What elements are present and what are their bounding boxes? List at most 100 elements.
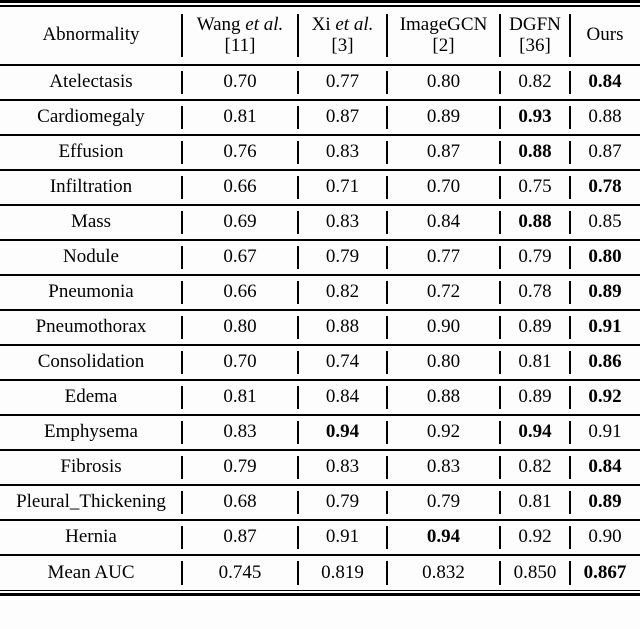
value-cell: 0.71 [297,170,387,205]
abnormality-cell: Nodule [63,246,119,268]
abnormality-cell: Fibrosis [60,456,122,478]
table-row: Pneumonia 0.66 0.82 0.72 0.78 0.89 [0,274,640,310]
value-cell: 0.80 [569,240,640,275]
table-row: Consolidation 0.70 0.74 0.80 0.81 0.86 [0,344,640,380]
value-cell: 0.80 [181,310,298,345]
value-cell: 0.87 [386,135,500,170]
table-bottom-rule-thin [0,589,640,591]
value-cell: 0.88 [499,135,570,170]
abnormality-cell: Hernia [65,526,117,548]
table-row: Mean AUC 0.745 0.819 0.832 0.850 0.867 [0,554,640,590]
value-cell: 0.89 [499,310,570,345]
value-cell: 0.92 [499,520,570,555]
value-cell: 0.84 [297,380,387,415]
table-row: Cardiomegaly 0.81 0.87 0.89 0.93 0.88 [0,99,640,135]
value-cell: 0.89 [499,380,570,415]
value-cell: 0.84 [569,450,640,485]
header-abnormality: Abnormality [0,7,182,65]
abnormality-cell: Infiltration [49,176,133,198]
value-cell: 0.92 [386,415,500,450]
value-cell: 0.92 [569,380,640,415]
value-cell: 0.94 [386,520,500,555]
auc-comparison-table: Abnormality Wang et al. [11] Xi et al. [… [0,7,640,590]
header-imagegcn-citation: [2] [432,35,455,56]
header-wang-citation: [11] [224,35,256,56]
et-al-italic: et al. [245,13,284,35]
table-row: Edema 0.81 0.84 0.88 0.89 0.92 [0,379,640,415]
value-cell: 0.87 [297,100,387,135]
table-top-rule-thin [0,5,640,7]
value-cell: 0.81 [181,380,298,415]
table-header: Abnormality Wang et al. [11] Xi et al. [… [0,7,640,65]
value-cell: 0.91 [569,310,640,345]
value-cell: 0.91 [297,520,387,555]
value-cell: 0.79 [386,485,500,520]
value-cell: 0.67 [181,240,298,275]
value-cell: 0.832 [386,555,500,590]
header-dgfn-name: DGFN [509,14,561,35]
value-cell: 0.84 [569,65,640,100]
value-cell: 0.94 [499,415,570,450]
value-cell: 0.83 [386,450,500,485]
method-name: ImageGCN [399,13,488,35]
header-ours: Ours [569,7,640,65]
value-cell: 0.78 [569,170,640,205]
method-name: Xi [311,13,331,35]
value-cell: 0.68 [181,485,298,520]
value-cell: 0.89 [386,100,500,135]
abnormality-cell: Cardiomegaly [37,106,145,128]
table-row: Fibrosis 0.79 0.83 0.83 0.82 0.84 [0,449,640,485]
abnormality-cell: Atelectasis [49,71,133,93]
value-cell: 0.84 [386,205,500,240]
value-cell: 0.867 [569,555,640,590]
value-cell: 0.69 [181,205,298,240]
table-row: Mass 0.69 0.83 0.84 0.88 0.85 [0,204,640,240]
value-cell: 0.74 [297,345,387,380]
table-row: Infiltration 0.66 0.71 0.70 0.75 0.78 [0,169,640,205]
value-cell: 0.82 [499,65,570,100]
table-row: Effusion 0.76 0.83 0.87 0.88 0.87 [0,134,640,170]
value-cell: 0.85 [569,205,640,240]
header-wang-et-al: Wang et al. [11] [181,7,298,65]
value-cell: 0.82 [297,275,387,310]
method-name: Wang [196,13,241,35]
value-cell: 0.87 [569,135,640,170]
value-cell: 0.81 [499,345,570,380]
value-cell: 0.88 [297,310,387,345]
value-cell: 0.850 [499,555,570,590]
value-cell: 0.77 [386,240,500,275]
table-row: Atelectasis 0.70 0.77 0.80 0.82 0.84 [0,64,640,100]
value-cell: 0.88 [569,100,640,135]
value-cell: 0.83 [297,450,387,485]
value-cell: 0.79 [297,240,387,275]
header-ours-name: Ours [587,24,624,45]
header-row: Abnormality Wang et al. [11] Xi et al. [… [0,7,640,65]
table-row: Pneumothorax 0.80 0.88 0.90 0.89 0.91 [0,309,640,345]
value-cell: 0.81 [499,485,570,520]
abnormality-cell: Pneumonia [48,281,134,303]
value-cell: 0.87 [181,520,298,555]
abnormality-cell: Pneumothorax [35,316,147,338]
value-cell: 0.78 [499,275,570,310]
method-name: DGFN [509,13,561,35]
value-cell: 0.89 [569,275,640,310]
value-cell: 0.72 [386,275,500,310]
value-cell: 0.90 [569,520,640,555]
table-row: Emphysema 0.83 0.94 0.92 0.94 0.91 [0,414,640,450]
value-cell: 0.80 [386,345,500,380]
abnormality-cell: Mass [70,211,112,233]
et-al-italic: et al. [335,13,374,35]
value-cell: 0.82 [499,450,570,485]
value-cell: 0.79 [297,485,387,520]
value-cell: 0.81 [181,100,298,135]
table-top-rule-thick [0,0,640,3]
header-xi-citation: [3] [331,35,354,56]
value-cell: 0.77 [297,65,387,100]
value-cell: 0.88 [386,380,500,415]
header-wang-name: Wang et al. [197,14,284,35]
abnormality-cell: Mean AUC [47,561,135,583]
value-cell: 0.83 [181,415,298,450]
value-cell: 0.70 [386,170,500,205]
abnormality-cell: Consolidation [37,351,145,373]
